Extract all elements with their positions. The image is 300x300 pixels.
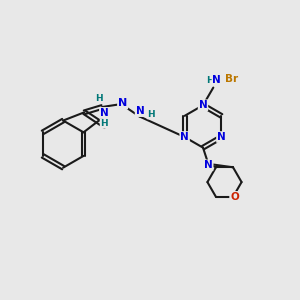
Text: N: N <box>100 108 109 118</box>
Text: H: H <box>95 94 102 103</box>
Text: H: H <box>147 110 155 118</box>
Text: N: N <box>136 106 144 116</box>
Text: Br: Br <box>225 74 238 84</box>
Text: N: N <box>217 132 226 142</box>
Text: H: H <box>100 119 108 128</box>
Text: N: N <box>180 132 189 142</box>
Text: N: N <box>204 160 213 170</box>
Text: N: N <box>212 75 221 85</box>
Text: O: O <box>230 192 239 202</box>
Text: N: N <box>199 100 207 110</box>
Text: H: H <box>206 76 214 85</box>
Text: N: N <box>118 98 127 109</box>
